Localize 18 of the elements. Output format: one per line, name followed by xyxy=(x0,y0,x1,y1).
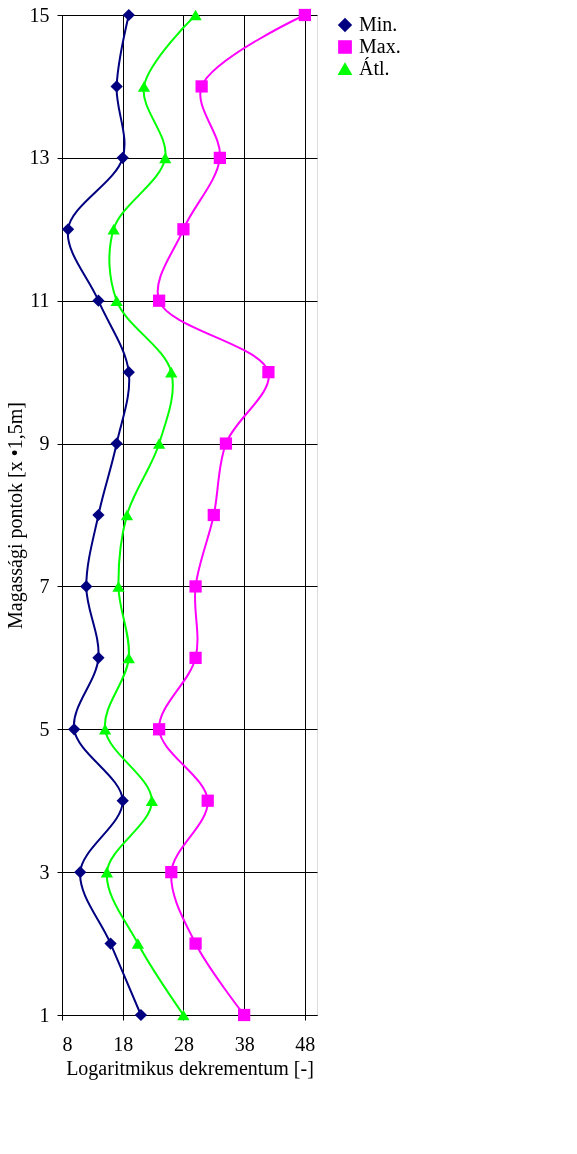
x-tick-label: 8 xyxy=(62,1032,73,1055)
y-tick-label: 9 xyxy=(39,432,50,455)
y-axis-title: Magassági pontok [x •1,5m] xyxy=(3,402,27,629)
y-tick-label: 5 xyxy=(39,717,50,740)
y-tick-label: 7 xyxy=(39,574,50,597)
y-tick-label: 1 xyxy=(39,1003,50,1026)
x-tick-label: 18 xyxy=(113,1032,134,1055)
legend-label: Átl. xyxy=(359,57,390,79)
x-tick-label: 48 xyxy=(295,1032,316,1055)
y-tick-label: 3 xyxy=(39,860,50,883)
y-tick-label: 13 xyxy=(29,146,50,169)
x-axis-title: Logaritmikus dekrementum [-] xyxy=(66,1056,314,1080)
legend-label: Max. xyxy=(359,35,401,57)
y-tick-label: 11 xyxy=(30,289,50,312)
legend-label: Min. xyxy=(359,13,398,35)
x-tick-label: 38 xyxy=(234,1032,255,1055)
x-tick-label: 28 xyxy=(173,1032,194,1055)
y-tick-label: 15 xyxy=(29,3,50,26)
